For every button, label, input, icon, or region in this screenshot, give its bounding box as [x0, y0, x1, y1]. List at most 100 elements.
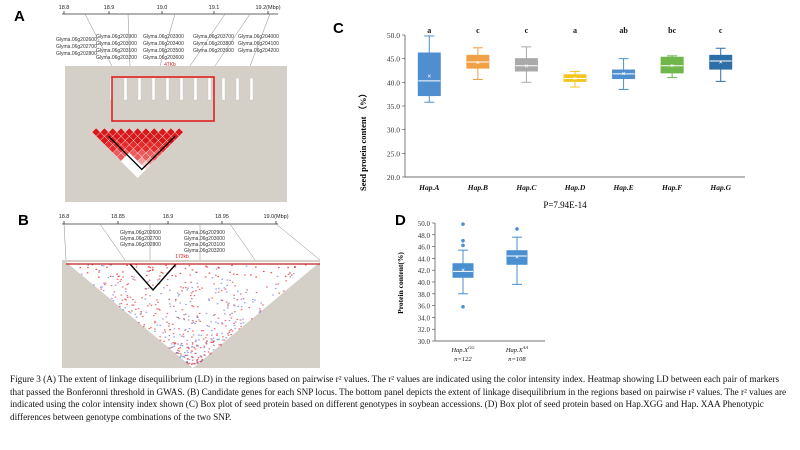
- ld-speckle: [148, 270, 150, 272]
- gene-label-b: Glyma.06g202600: [120, 230, 161, 236]
- ld-speckle: [232, 273, 235, 275]
- ld-speckle: [231, 330, 234, 332]
- ld-speckle: [168, 323, 170, 325]
- ld-speckle: [162, 332, 164, 334]
- ld-speckle: [230, 328, 233, 331]
- ld-speckle: [202, 330, 205, 332]
- ld-speckle: [192, 334, 195, 336]
- ld-speckle: [199, 320, 201, 322]
- ld-speckle: [189, 294, 192, 297]
- ld-speckle: [187, 352, 189, 354]
- ld-speckle: [284, 275, 287, 277]
- ld-speckle: [109, 264, 112, 266]
- ld-speckle: [101, 265, 103, 267]
- ld-speckle: [143, 324, 146, 326]
- ld-speckle: [168, 289, 171, 291]
- ld-speckle: [230, 317, 233, 319]
- ld-speckle: [147, 287, 150, 289]
- ld-speckle: [243, 302, 246, 304]
- ld-speckle: [201, 358, 204, 360]
- ld-speckle: [192, 330, 194, 332]
- ld-speckle: [199, 360, 201, 363]
- ld-speckle: [133, 279, 136, 281]
- ld-speckle: [79, 267, 82, 269]
- ld-speckle: [114, 284, 117, 286]
- ld-speckle: [131, 310, 133, 312]
- d-outlier: [461, 222, 465, 226]
- ld-speckle: [171, 346, 173, 348]
- ld-speckle: [218, 338, 220, 340]
- axis-a-tick-label: 18.9: [104, 5, 115, 11]
- ld-speckle: [240, 325, 242, 327]
- ld-speckle: [191, 356, 194, 358]
- ld-speckle: [223, 309, 225, 311]
- ld-speckle: [126, 303, 128, 305]
- c-category-label: Hap.C: [515, 183, 537, 192]
- ld-speckle: [163, 340, 165, 342]
- ld-speckle: [289, 272, 291, 274]
- gene-label-b: Glyma.06g203000: [184, 236, 225, 242]
- gene-label-a: Glyma.06g203400: [143, 41, 184, 47]
- ld-speckle: [255, 291, 258, 294]
- ld-speckle: [250, 274, 252, 276]
- ld-speckle: [210, 321, 212, 323]
- ld-speckle: [275, 283, 277, 285]
- ld-speckle: [171, 323, 174, 326]
- ld-speckle: [163, 329, 166, 331]
- ld-speckle: [110, 285, 113, 287]
- snp-marker-label: [193, 77, 198, 101]
- ld-speckle: [141, 297, 144, 299]
- ld-speckle: [149, 295, 151, 297]
- ld-speckle: [191, 286, 194, 289]
- ld-speckle: [206, 340, 208, 342]
- d-category-label: Hap.XAA: [505, 345, 529, 354]
- d-category-label: Hap.XGG: [450, 345, 475, 354]
- ld-speckle: [118, 275, 121, 277]
- ld-speckle: [242, 318, 244, 320]
- ld-speckle: [152, 268, 154, 270]
- ld-speckle: [185, 354, 187, 356]
- ld-speckle: [122, 309, 124, 311]
- ld-speckle: [113, 291, 116, 293]
- ld-speckle: [138, 322, 140, 324]
- ld-speckle: [157, 301, 159, 303]
- connector-line-b: [63, 223, 67, 261]
- c-sig-letter: c: [525, 26, 529, 35]
- ld-speckle: [184, 328, 187, 331]
- ld-speckle: [183, 356, 186, 358]
- ld-speckle: [177, 352, 180, 355]
- ld-speckle: [182, 333, 185, 335]
- gene-label-a: Glyma.06g202800: [56, 51, 97, 57]
- ld-speckle: [200, 356, 203, 358]
- ld-speckle: [214, 274, 217, 276]
- ld-speckle: [200, 330, 203, 332]
- ld-speckle: [122, 271, 124, 273]
- c-category-label: Hap.A: [418, 183, 439, 192]
- ld-speckle: [198, 288, 201, 290]
- ld-speckle: [248, 306, 250, 309]
- ld-speckle: [107, 277, 110, 279]
- snp-marker-label: [137, 77, 142, 101]
- ld-speckle: [210, 338, 212, 340]
- ld-speckle: [196, 315, 199, 317]
- ld-speckle: [133, 276, 135, 278]
- c-category-label: Hap.E: [612, 183, 633, 192]
- ld-speckle: [197, 306, 199, 308]
- ld-speckle: [110, 264, 112, 266]
- ld-speckle: [152, 284, 154, 286]
- ld-speckle: [238, 328, 241, 330]
- ld-speckle: [213, 283, 215, 285]
- panel-a-ld-heatmap: 18.8 18.9 19.0 19.1 19.2(Mbp) Glyma.06g20260…: [56, 5, 287, 202]
- ld-speckle: [226, 307, 229, 309]
- ld-speckle: [191, 346, 193, 348]
- gene-label-a: Glyma.06g203500: [143, 48, 184, 54]
- c-category-label: Hap.F: [661, 183, 682, 192]
- ld-speckle: [190, 363, 193, 366]
- ld-speckle: [166, 267, 169, 269]
- ld-speckle: [178, 350, 181, 352]
- ld-speckle: [95, 268, 98, 270]
- ld-speckle: [112, 294, 114, 296]
- ld-speckle: [274, 287, 277, 290]
- ld-speckle: [237, 305, 240, 308]
- c-mean-marker: ×: [573, 76, 577, 83]
